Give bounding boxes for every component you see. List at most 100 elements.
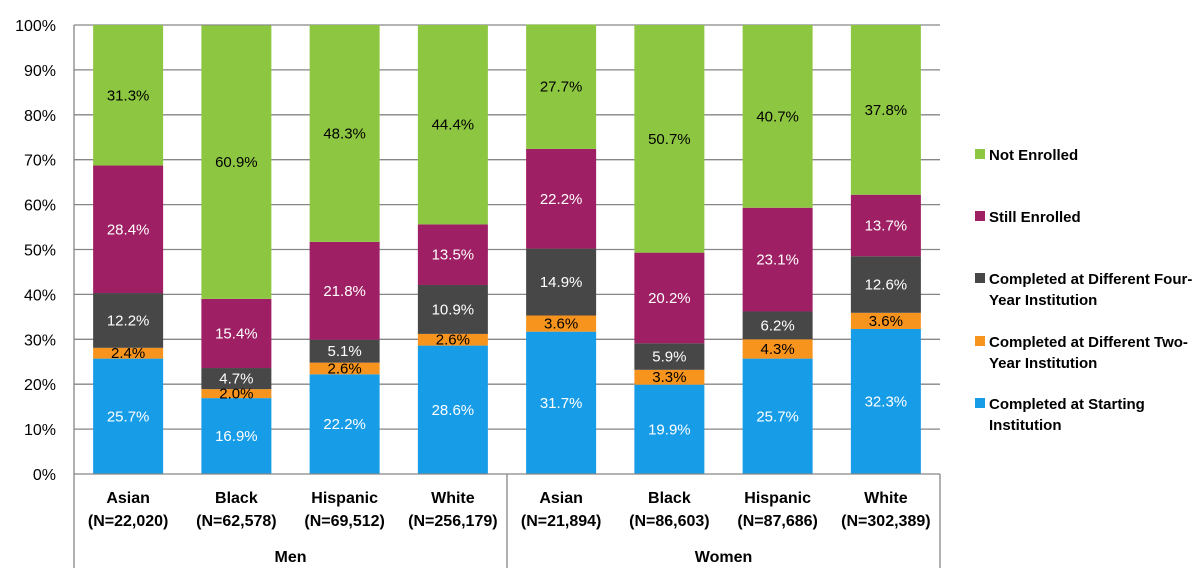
legend-swatch-icon [975, 149, 985, 159]
group-label: Men [275, 549, 307, 566]
category-n-label: (N=22,020) [88, 513, 169, 530]
legend-label: Completed at Different Two-Year Institut… [989, 334, 1188, 372]
bar-segment-not-enrolled [309, 25, 380, 242]
category-label: Hispanic [744, 490, 811, 507]
bar-segment-completed-at-different-four-year-institution [742, 311, 813, 340]
data-label: 15.4% [215, 325, 258, 342]
bar-segment-still-enrolled [309, 241, 380, 340]
y-tick-label: 20% [24, 377, 56, 394]
bar-segment-completed-at-starting-institution [201, 398, 272, 474]
bar-segment-not-enrolled [634, 25, 705, 253]
bar-segment-still-enrolled [526, 148, 597, 249]
y-tick-label: 60% [24, 198, 56, 215]
data-label: 21.8% [323, 283, 366, 300]
bar-segment-still-enrolled [850, 194, 921, 257]
bar-segment-completed-at-different-four-year-institution [309, 339, 380, 363]
data-label: 3.3% [652, 369, 686, 386]
legend-item: Completed at Different Two-Year Institut… [975, 332, 1194, 374]
bar-segment-completed-at-different-four-year-institution [93, 293, 164, 348]
data-label: 12.6% [865, 277, 908, 294]
data-label: 4.3% [761, 341, 795, 358]
bar-stack: 22.2% 2.6%5.1% 21.8% 48.3% [309, 25, 380, 474]
y-axis-tick-labels: 0% 10% 20% 30% 40% 50% 60% 70% 80% 90% 100% [15, 18, 56, 484]
bar-segment-completed-at-different-two-year-institution [93, 347, 164, 359]
data-label: 5.1% [328, 343, 362, 360]
data-label: 13.7% [865, 217, 908, 234]
category-labels: Asian (N=22,020) Black (N=62,578) Hispanic (N… [88, 490, 931, 530]
bar-segment-completed-at-different-two-year-institution [201, 389, 272, 399]
bar-segment-completed-at-starting-institution [850, 328, 921, 474]
data-label: 6.2% [761, 317, 795, 334]
bar-segment-not-enrolled [526, 24, 597, 149]
bar-segment-completed-at-starting-institution [93, 358, 164, 474]
bar-segment-completed-at-different-four-year-institution [526, 248, 597, 316]
bar-stack: 28.6% 2.6% 10.9% 13.5% 44.4% [417, 25, 488, 474]
data-label: 2.6% [436, 332, 470, 349]
bar-segment-still-enrolled [93, 165, 164, 294]
y-tick-label: 80% [24, 108, 56, 125]
legend-swatch-icon [975, 336, 985, 346]
data-label: 22.2% [540, 191, 583, 208]
y-tick-label: 10% [24, 422, 56, 439]
bar-segment-completed-at-starting-institution [526, 331, 597, 474]
category-n-label: (N=69,512) [304, 513, 385, 530]
data-label: 4.7% [219, 371, 253, 388]
bar-segment-completed-at-different-two-year-institution [742, 339, 813, 359]
legend-swatch-icon [975, 273, 985, 283]
category-n-label: (N=87,686) [737, 513, 818, 530]
bar-segment-completed-at-different-four-year-institution [417, 284, 488, 334]
data-label: 28.4% [107, 221, 150, 238]
data-label: 32.3% [865, 393, 908, 410]
data-label: 2.0% [219, 386, 253, 403]
bar-segment-still-enrolled [417, 224, 488, 285]
y-tick-label: 30% [24, 332, 56, 349]
legend-label: Not Enrolled [989, 147, 1079, 164]
data-label: 14.9% [540, 274, 583, 291]
bar-segment-completed-at-different-four-year-institution [850, 256, 921, 313]
data-label: 31.7% [540, 395, 583, 412]
bar-stack: 16.9% 2.0%4.7% 15.4% 60.9% [201, 25, 272, 474]
category-n-label: (N=62,578) [196, 513, 277, 530]
category-n-label: (N=86,603) [629, 513, 710, 530]
y-tick-label: 40% [24, 287, 56, 304]
legend-item: Not Enrolled [975, 145, 1194, 166]
bar-segment-completed-at-different-two-year-institution [634, 369, 705, 385]
y-tick-label: 0% [33, 467, 56, 484]
bar-segment-still-enrolled [201, 298, 272, 369]
bar-segment-completed-at-different-four-year-institution [634, 343, 705, 370]
group-label: Women [695, 549, 752, 566]
group-labels: Men Women [275, 549, 753, 566]
axes [73, 25, 941, 568]
legend-item: Completed at Starting Institution [975, 394, 1194, 436]
bar-stack: 31.7% 3.6% 14.9% 22.2% 27.7% [526, 24, 597, 474]
bars: 25.7% 2.4% 12.2% 28.4% 31.3% 16.9% 2.0%4.7% 15.… [93, 24, 921, 474]
data-label: 10.9% [432, 301, 475, 318]
bar-stack: 32.3% 3.6% 12.6% 13.7% 37.8% [850, 25, 921, 474]
bar-segment-still-enrolled [634, 252, 705, 344]
data-label: 28.6% [432, 402, 475, 419]
bar-segment-completed-at-starting-institution [417, 345, 488, 474]
data-label: 13.5% [432, 247, 475, 264]
legend-swatch-icon [975, 398, 985, 408]
category-label: White [431, 490, 475, 507]
category-label: Asian [106, 490, 150, 507]
data-label: 2.6% [328, 360, 362, 377]
bar-segment-completed-at-different-two-year-institution [417, 333, 488, 346]
category-label: Hispanic [311, 490, 378, 507]
data-label: 22.2% [323, 416, 366, 433]
legend-label: Completed at Different Four-Year Institu… [989, 271, 1193, 309]
y-tick-label: 100% [15, 18, 56, 35]
bar-segment-not-enrolled [850, 25, 921, 195]
bar-segment-completed-at-starting-institution [742, 358, 813, 474]
data-label: 25.7% [756, 408, 799, 425]
data-label: 25.7% [107, 408, 150, 425]
category-n-label: (N=256,179) [408, 513, 497, 530]
bar-segment-completed-at-starting-institution [309, 374, 380, 474]
data-label: 60.9% [215, 154, 258, 171]
data-label: 48.3% [323, 125, 366, 142]
y-tick-label: 50% [24, 243, 56, 260]
data-label: 50.7% [648, 131, 691, 148]
bar-segment-not-enrolled [742, 25, 813, 208]
bar-segment-completed-at-starting-institution [634, 384, 705, 474]
